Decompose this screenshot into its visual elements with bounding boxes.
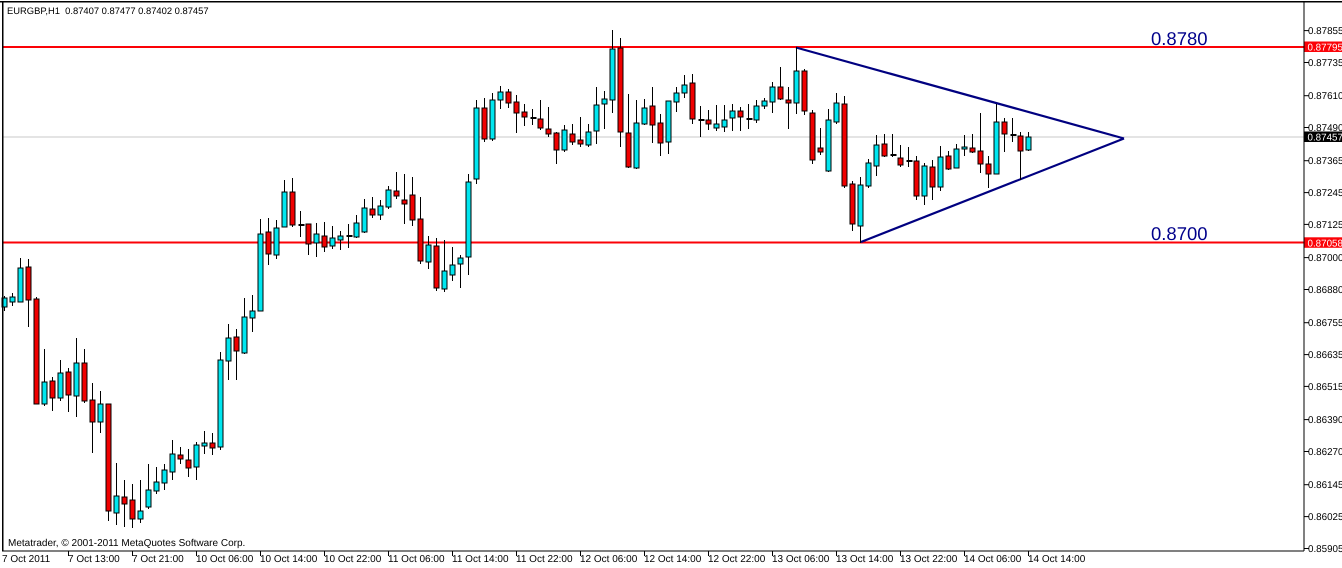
svg-text:11 Oct 22:00: 11 Oct 22:00 xyxy=(516,554,573,565)
svg-text:EURGBP,H1 0.87407 0.87477 0.8: EURGBP,H1 0.87407 0.87477 0.87402 0.8745… xyxy=(7,5,209,16)
svg-text:7 Oct 13:00: 7 Oct 13:00 xyxy=(68,554,120,565)
svg-text:0.86145: 0.86145 xyxy=(1308,480,1342,491)
svg-text:12 Oct 14:00: 12 Oct 14:00 xyxy=(644,554,702,565)
svg-text:14 Oct 14:00: 14 Oct 14:00 xyxy=(1028,554,1086,565)
svg-text:10 Oct 22:00: 10 Oct 22:00 xyxy=(324,554,382,565)
svg-text:Metatrader, © 2001-2011 MetaQu: Metatrader, © 2001-2011 MetaQuotes Softw… xyxy=(8,538,245,549)
svg-text:11 Oct 14:00: 11 Oct 14:00 xyxy=(452,554,509,565)
svg-text:0.87610: 0.87610 xyxy=(1308,91,1342,102)
svg-text:7 Oct 2011: 7 Oct 2011 xyxy=(2,554,51,565)
svg-text:10 Oct 14:00: 10 Oct 14:00 xyxy=(260,554,318,565)
svg-text:0.86390: 0.86390 xyxy=(1308,415,1342,426)
svg-text:12 Oct 22:00: 12 Oct 22:00 xyxy=(708,554,766,565)
svg-text:0.86025: 0.86025 xyxy=(1308,512,1342,523)
svg-text:0.87855: 0.87855 xyxy=(1308,26,1342,37)
svg-text:0.87795: 0.87795 xyxy=(1308,43,1342,54)
svg-text:0.87125: 0.87125 xyxy=(1308,220,1342,231)
svg-text:10 Oct 06:00: 10 Oct 06:00 xyxy=(196,554,254,565)
svg-text:0.87735: 0.87735 xyxy=(1308,58,1342,69)
svg-text:0.86515: 0.86515 xyxy=(1308,382,1342,393)
svg-text:13 Oct 14:00: 13 Oct 14:00 xyxy=(836,554,894,565)
svg-text:0.87245: 0.87245 xyxy=(1308,188,1342,199)
svg-text:13 Oct 22:00: 13 Oct 22:00 xyxy=(900,554,958,565)
svg-text:0.87365: 0.87365 xyxy=(1308,156,1342,167)
svg-text:0.86880: 0.86880 xyxy=(1308,285,1342,296)
svg-text:13 Oct 06:00: 13 Oct 06:00 xyxy=(772,554,830,565)
svg-text:0.8700: 0.8700 xyxy=(1151,223,1208,244)
svg-text:14 Oct 06:00: 14 Oct 06:00 xyxy=(964,554,1022,565)
svg-text:12 Oct 06:00: 12 Oct 06:00 xyxy=(580,554,638,565)
svg-text:0.86270: 0.86270 xyxy=(1308,447,1342,458)
svg-text:0.86755: 0.86755 xyxy=(1308,318,1342,329)
svg-text:0.86635: 0.86635 xyxy=(1308,350,1342,361)
svg-text:7 Oct 21:00: 7 Oct 21:00 xyxy=(132,554,184,565)
svg-text:0.85905: 0.85905 xyxy=(1308,544,1342,555)
svg-text:0.8780: 0.8780 xyxy=(1151,28,1208,49)
svg-text:0.87058: 0.87058 xyxy=(1308,238,1342,249)
svg-text:11 Oct 06:00: 11 Oct 06:00 xyxy=(388,554,445,565)
svg-text:0.87457: 0.87457 xyxy=(1308,133,1342,144)
svg-text:0.87000: 0.87000 xyxy=(1308,253,1342,264)
svg-text:0.87490: 0.87490 xyxy=(1308,123,1342,134)
